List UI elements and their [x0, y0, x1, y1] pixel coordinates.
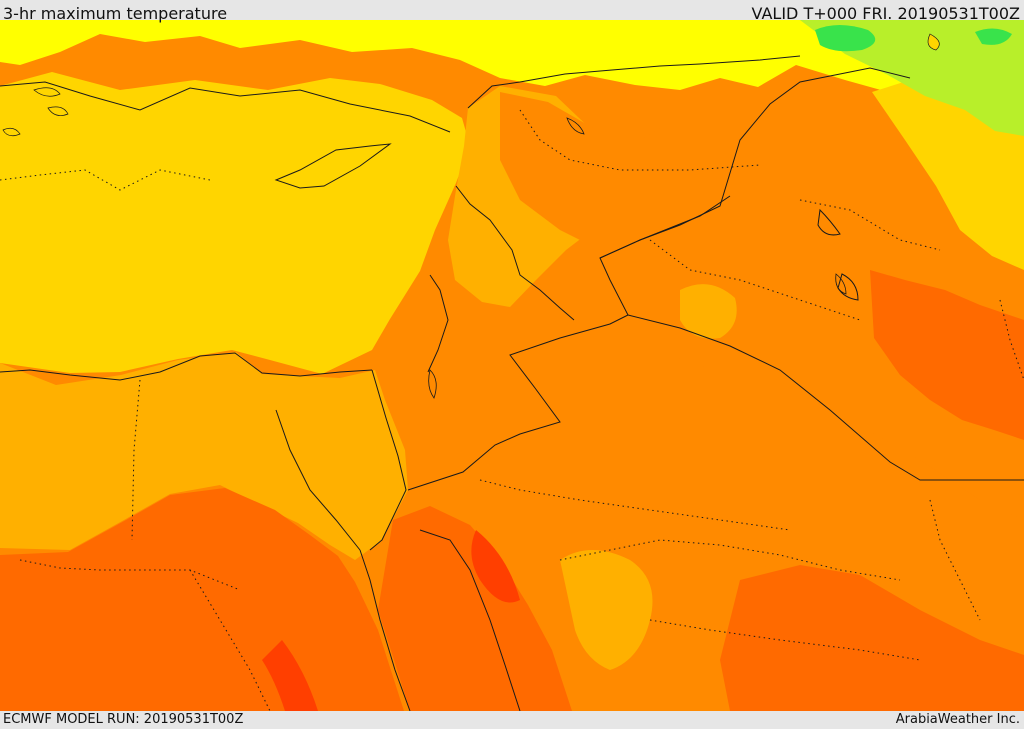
map-footer: ECMWF MODEL RUN: 20190531T00Z ArabiaWeat…: [0, 711, 1024, 729]
country-borders: [0, 55, 1024, 711]
temperature-map: [0, 20, 1024, 711]
credit-label: ArabiaWeather Inc.: [895, 712, 1020, 727]
sinai-amber-field: [0, 352, 408, 560]
green-cool-spot-east: [975, 28, 1012, 45]
red-orange-south-central: [471, 530, 520, 603]
amber-jordan-arabia-band: [560, 550, 653, 670]
northern-yellow-band: [0, 20, 1024, 118]
red-orange-southwest: [262, 640, 318, 711]
amber-east-lobe: [680, 284, 737, 339]
province-dotted-borders: [0, 109, 1024, 711]
orange-north-syria: [500, 80, 880, 280]
deep-orange-nile-area: [0, 488, 404, 711]
green-cool-spot: [815, 25, 876, 52]
inland-water-outlines: [428, 117, 847, 399]
eastern-gold-wedge: [872, 80, 1024, 270]
map-header: 3-hr maximum temperature VALID T+000 FRI…: [0, 0, 1024, 23]
deep-orange-gulf-area: [720, 565, 1024, 711]
deep-orange-iraq-area: [870, 270, 1024, 440]
map-title: 3-hr maximum temperature: [3, 4, 228, 23]
model-run-label: ECMWF MODEL RUN: 20190531T00Z: [3, 712, 244, 727]
valid-time: VALID T+000 FRI. 20190531T00Z: [751, 4, 1020, 23]
deep-orange-red-sea-area: [378, 506, 572, 711]
temperature-field-svg: [0, 20, 1024, 711]
coastal-islands: [2, 33, 940, 137]
mediterranean-gold-field: [0, 72, 470, 374]
